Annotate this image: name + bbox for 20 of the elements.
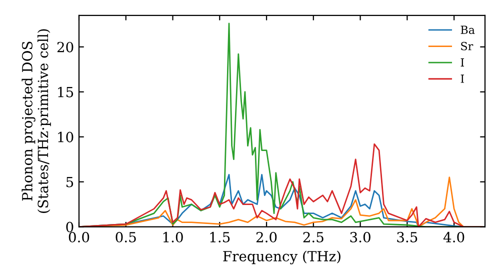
x-tick-label: 4.0 (443, 232, 464, 242)
y-tick-label: 20 (57, 42, 74, 52)
legend-label: Sr (461, 42, 474, 50)
legend-label: Ba (460, 26, 475, 34)
x-tick-label: 0.0 (68, 232, 90, 242)
x-tick-label: 2.5 (303, 232, 324, 242)
x-tick-label: 0.5 (116, 232, 136, 242)
x-tick-label: 2.0 (256, 232, 277, 242)
y-tick-label: 5 (66, 176, 74, 188)
y-tick-label: 0 (66, 222, 74, 232)
x-tick-label: 3.0 (350, 232, 370, 242)
y-tick-label: 10 (58, 132, 74, 142)
legend-label: I (460, 58, 464, 66)
y-tick-label: 15 (58, 86, 74, 98)
x-tick-label: 1.5 (210, 232, 230, 242)
x-tick-label: 1.0 (163, 232, 183, 242)
y-axis-title: Phonon projected DOS (States/THz·primitive cell) (22, 29, 51, 213)
legend-label: I (460, 74, 464, 83)
x-axis-title: Frequency (THz) (223, 250, 340, 264)
x-tick-label: 3.5 (397, 232, 418, 242)
